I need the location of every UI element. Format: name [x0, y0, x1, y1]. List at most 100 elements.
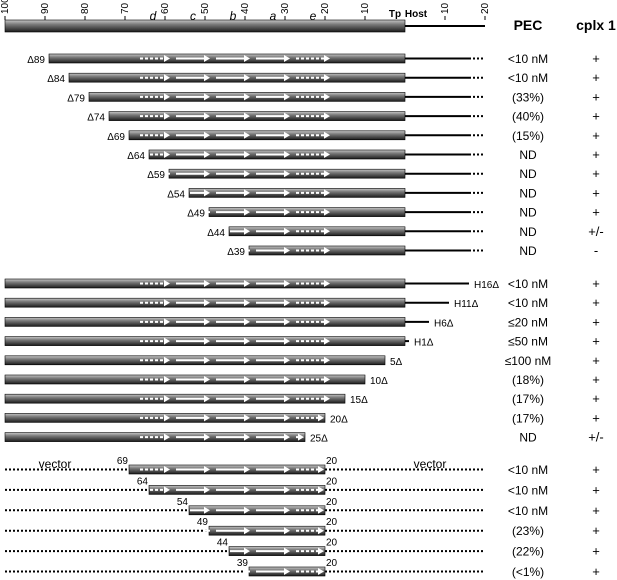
- pec-value: <10 nM: [508, 277, 548, 291]
- box-arrow: [204, 151, 210, 158]
- deletion-label: 15Δ: [350, 395, 368, 406]
- box-arrow: [204, 356, 210, 364]
- construct-bar: [4, 393, 346, 404]
- construct-row: Δ49 ND +: [187, 205, 600, 220]
- cplx-value: +: [592, 564, 600, 579]
- deletion-label: 25Δ: [310, 434, 328, 445]
- box-arrow: [164, 74, 170, 82]
- cplx-value: +/-: [588, 430, 604, 445]
- pec-header: PEC: [514, 17, 543, 33]
- box-arrow: [204, 376, 210, 383]
- box-arrow: [284, 131, 290, 139]
- box-arrow: [244, 227, 250, 235]
- box-arrow: [164, 299, 170, 307]
- box-arrow: [244, 112, 250, 120]
- box-arrow: [244, 93, 250, 101]
- axis-tick-label: 40: [240, 2, 251, 14]
- axis-tick-label: 90: [40, 2, 51, 14]
- box-arrow: [324, 112, 330, 120]
- cplx-value: +: [592, 147, 600, 162]
- axis-tick-label: 100: [0, 0, 11, 14]
- deletion-label: Δ44: [207, 228, 225, 239]
- box-arrow: [244, 55, 250, 62]
- box-arrow: [204, 318, 210, 326]
- insert-start-label: 54: [177, 497, 189, 508]
- box-arrow: [244, 486, 250, 494]
- box-arrow: [244, 318, 250, 326]
- box-arrow: [244, 527, 250, 535]
- box-arrow: [284, 280, 290, 287]
- box-arrow: [324, 247, 330, 254]
- insert-end-label: 20: [326, 517, 338, 528]
- deletion-label: Δ79: [67, 93, 85, 104]
- box-arrow: [318, 568, 324, 575]
- box-arrow: [164, 280, 170, 287]
- pec-value: <10 nM: [508, 52, 548, 66]
- box-arrow: [318, 527, 324, 535]
- cplx-value: +: [592, 51, 600, 66]
- box-arrow: [204, 433, 210, 441]
- cplx-value: +: [592, 109, 600, 124]
- insert-end-label: 20: [326, 476, 338, 487]
- box-arrow: [164, 55, 170, 62]
- construct-row: 25Δ ND +/-: [4, 430, 604, 445]
- deletion-label: H6Δ: [434, 318, 454, 329]
- deletion-label: Δ84: [47, 74, 65, 85]
- box-arrow: [244, 337, 250, 345]
- cplx-value: +: [592, 128, 600, 143]
- deletion-label: 20Δ: [330, 414, 348, 425]
- cplx-value: +: [592, 353, 600, 368]
- box-arrow: [284, 189, 290, 197]
- pec-value: ≤50 nM: [508, 335, 548, 349]
- pec-value: ND: [519, 148, 537, 162]
- box-arrow: [324, 55, 330, 62]
- box-arrow: [244, 280, 250, 287]
- pec-value: (23%): [512, 524, 544, 538]
- pec-value: ≤100 nM: [505, 354, 552, 368]
- axis-tick-label: 20: [320, 2, 331, 14]
- box-arrow: [204, 506, 210, 514]
- cplx-header: cplx 1: [576, 17, 616, 33]
- pec-value: <10 nM: [508, 483, 548, 497]
- construct-row: 39 20 (<1%) +: [5, 558, 600, 579]
- construct-row: 15Δ (17%) +: [4, 391, 600, 406]
- cplx-value: +: [592, 523, 600, 538]
- box-arrow: [204, 466, 210, 473]
- box-arrow: [324, 227, 330, 235]
- segment-label-b: b: [230, 9, 237, 23]
- box-arrow: [284, 112, 290, 120]
- construct-row: 69 20 <10 nM +: [5, 456, 600, 477]
- box-arrow: [244, 170, 250, 178]
- box-arrow: [164, 466, 170, 473]
- box-arrow: [284, 356, 290, 364]
- box-arrow: [324, 337, 330, 345]
- box-arrow: [164, 112, 170, 120]
- box-arrow: [244, 547, 250, 555]
- pec-value: ND: [519, 206, 537, 220]
- box-arrow: [284, 395, 290, 403]
- box-arrow: [284, 93, 290, 101]
- box-arrow: [204, 74, 210, 82]
- box-arrow: [284, 376, 290, 383]
- construct-row: 5Δ ≤100 nM +: [4, 353, 600, 368]
- cplx-value: +: [592, 166, 600, 181]
- cplx-value: +: [592, 372, 600, 387]
- construct-row: H16Δ <10 nM +: [4, 276, 600, 291]
- tp-label: Tp: [389, 9, 401, 20]
- box-arrow: [244, 299, 250, 307]
- box-arrow: [244, 506, 250, 514]
- construct-row: Δ74 (40%) +: [87, 109, 600, 124]
- deletion-label: Δ69: [107, 132, 125, 143]
- pec-value: (15%): [512, 129, 544, 143]
- deletion-label: Δ54: [167, 189, 185, 200]
- box-arrow: [298, 433, 304, 441]
- box-arrow: [284, 299, 290, 307]
- box-arrow: [204, 170, 210, 178]
- deletion-label: Δ39: [227, 247, 245, 258]
- box-arrow: [244, 151, 250, 158]
- construct-row: Δ44 ND +/-: [207, 224, 604, 239]
- box-arrow: [164, 414, 170, 422]
- vector-label-left: vector: [39, 457, 72, 471]
- box-arrow: [284, 486, 290, 494]
